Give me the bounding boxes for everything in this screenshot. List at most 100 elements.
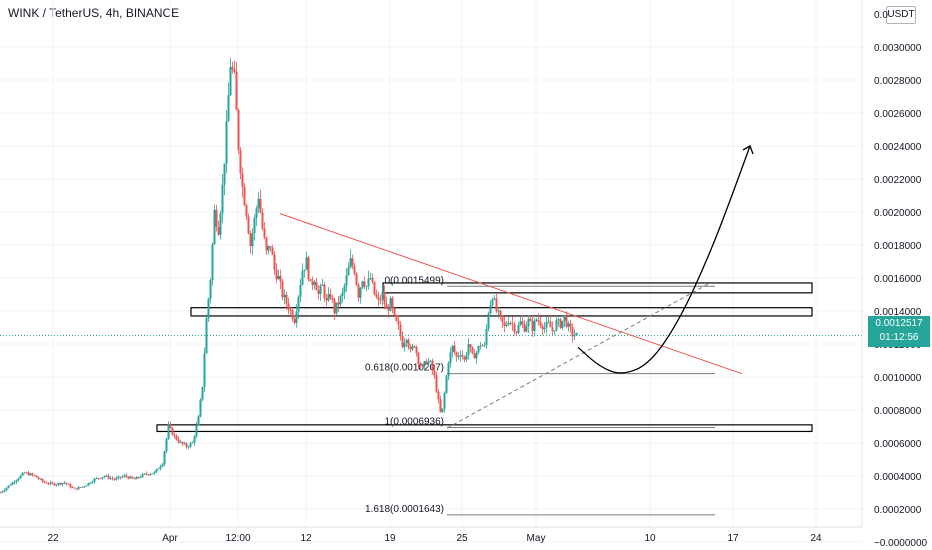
candle-body	[313, 282, 316, 285]
candle-body	[393, 308, 396, 316]
candle-body	[369, 277, 372, 279]
candle-body	[33, 475, 36, 476]
candle-body	[541, 325, 544, 330]
candle-body	[469, 344, 472, 348]
candle-body	[391, 298, 394, 309]
candle-body	[99, 478, 102, 480]
y-tick-label: 0.0030000	[874, 43, 922, 54]
candle-body	[247, 216, 250, 234]
candle-body	[531, 320, 534, 331]
candle-body	[235, 71, 238, 110]
candle-body	[243, 186, 246, 206]
candle-body	[471, 347, 474, 354]
candle-body	[491, 299, 494, 306]
candle-body	[349, 258, 352, 268]
candle-body	[113, 478, 116, 480]
last-price-tag: 0.0012517 01:12:56	[868, 316, 930, 347]
candle-body	[97, 478, 100, 479]
candle-body	[27, 472, 30, 476]
candle-body	[1, 491, 4, 493]
candle-body	[35, 475, 38, 478]
candle-body	[387, 309, 390, 311]
candle-body	[505, 324, 508, 326]
candle-body	[229, 67, 232, 96]
candle-body	[493, 298, 496, 300]
candle-body	[215, 209, 218, 227]
candle-body	[237, 109, 240, 151]
candle-body	[413, 346, 416, 347]
candle-body	[75, 488, 78, 490]
candle-body	[31, 473, 34, 476]
candle-body	[193, 436, 196, 443]
candle-body	[261, 212, 264, 229]
x-tick-label: 19	[384, 533, 396, 544]
candle-body	[231, 67, 234, 70]
candle-body	[273, 254, 276, 270]
candle-body	[465, 354, 468, 360]
y-tick-label: 0.0004000	[874, 472, 922, 483]
candle-body	[547, 321, 550, 323]
candle-body	[179, 441, 182, 443]
candle-body	[363, 281, 366, 287]
candle-body	[501, 315, 504, 322]
candle-body	[69, 484, 72, 488]
candle-body	[453, 345, 456, 353]
candle-body	[271, 247, 274, 255]
candle-body	[49, 482, 52, 484]
candle-body	[347, 267, 350, 276]
candle-body	[11, 482, 14, 485]
candle-body	[227, 95, 230, 122]
candle-body	[495, 298, 498, 312]
candle-body	[3, 490, 6, 492]
candle-body	[77, 487, 80, 490]
y-tick-label: 0.0002000	[874, 505, 922, 516]
candle-body	[101, 477, 104, 479]
candle-body	[535, 319, 538, 321]
last-price-value: 0.0012517	[875, 318, 923, 329]
candle-body	[311, 281, 314, 285]
candle-body	[563, 315, 566, 321]
candle-body	[285, 294, 288, 304]
candle-body	[539, 321, 542, 326]
candle-body	[43, 481, 46, 483]
candle-body	[65, 482, 68, 484]
candle-body	[409, 347, 412, 350]
candle-body	[9, 484, 12, 486]
candle-body	[141, 474, 144, 478]
fib-level-label: 1(0.0006936)	[385, 417, 445, 428]
dashed-support-line	[446, 282, 711, 429]
candle-body	[533, 320, 536, 331]
candle-body	[517, 325, 520, 333]
candle-body	[109, 477, 112, 479]
candle-body	[305, 257, 308, 270]
candle-body	[145, 473, 148, 475]
x-tick-label: 22	[47, 533, 59, 544]
horizontal-zones	[156, 282, 813, 433]
candle-body	[405, 339, 408, 343]
candle-body	[309, 279, 312, 282]
candle-body	[155, 469, 158, 473]
candle-body	[91, 481, 94, 483]
candle-body	[497, 310, 500, 312]
candle-body	[157, 468, 160, 470]
candle-body	[39, 478, 42, 480]
candle-body	[403, 342, 406, 348]
candle-body	[451, 345, 454, 353]
candle-body	[379, 299, 382, 301]
candle-body	[59, 483, 62, 485]
candle-body	[427, 361, 430, 364]
candle-body	[245, 205, 248, 217]
candle-body	[15, 480, 18, 483]
candle-body	[345, 275, 348, 286]
currency-badge[interactable]: USDT	[886, 6, 916, 24]
candle-body	[301, 270, 304, 285]
candle-body	[435, 375, 438, 392]
candle-body	[147, 474, 150, 476]
candle-body	[211, 244, 214, 281]
candle-body	[95, 478, 98, 479]
candle-body	[481, 345, 484, 347]
candle-body	[461, 355, 464, 358]
candle-body	[167, 424, 170, 439]
candle-body	[223, 163, 226, 185]
